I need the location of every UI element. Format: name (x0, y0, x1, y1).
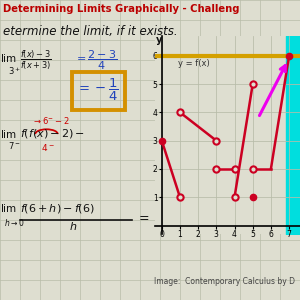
Text: $=$: $=$ (136, 210, 150, 223)
Text: $h$: $h$ (69, 220, 77, 232)
Text: $h\to 0$: $h\to 0$ (4, 217, 25, 228)
Text: $3^+$: $3^+$ (8, 65, 20, 77)
Text: y = f(x): y = f(x) (178, 59, 210, 68)
Text: $\lim$: $\lim$ (0, 128, 17, 140)
Text: $f(f(x)-2)-$: $f(f(x)-2)-$ (20, 127, 84, 140)
Text: $\rightarrow 6^{-}-2$: $\rightarrow 6^{-}-2$ (32, 115, 69, 126)
Text: $=-\dfrac{1}{4}$: $=-\dfrac{1}{4}$ (76, 76, 119, 103)
Text: Image:  Contemporary Calculus by D: Image: Contemporary Calculus by D (154, 278, 296, 286)
Text: $7^-$: $7^-$ (8, 140, 20, 152)
Text: etermine the limit, if it exists.: etermine the limit, if it exists. (3, 26, 178, 38)
Text: $f(6+h)-f(6)$: $f(6+h)-f(6)$ (20, 202, 94, 214)
Text: Determining Limits Graphically - Challeng: Determining Limits Graphically - Challen… (3, 4, 239, 14)
Text: y: y (155, 35, 162, 45)
Text: $4^-$: $4^-$ (41, 142, 55, 153)
Text: $\frac{f(x)-3}{f(x+3)}$: $\frac{f(x)-3}{f(x+3)}$ (20, 49, 51, 72)
Text: $=\dfrac{2-3}{4}$: $=\dfrac{2-3}{4}$ (74, 49, 117, 72)
Text: $\lim$: $\lim$ (0, 202, 17, 214)
Text: $\lim$: $\lim$ (0, 52, 17, 64)
